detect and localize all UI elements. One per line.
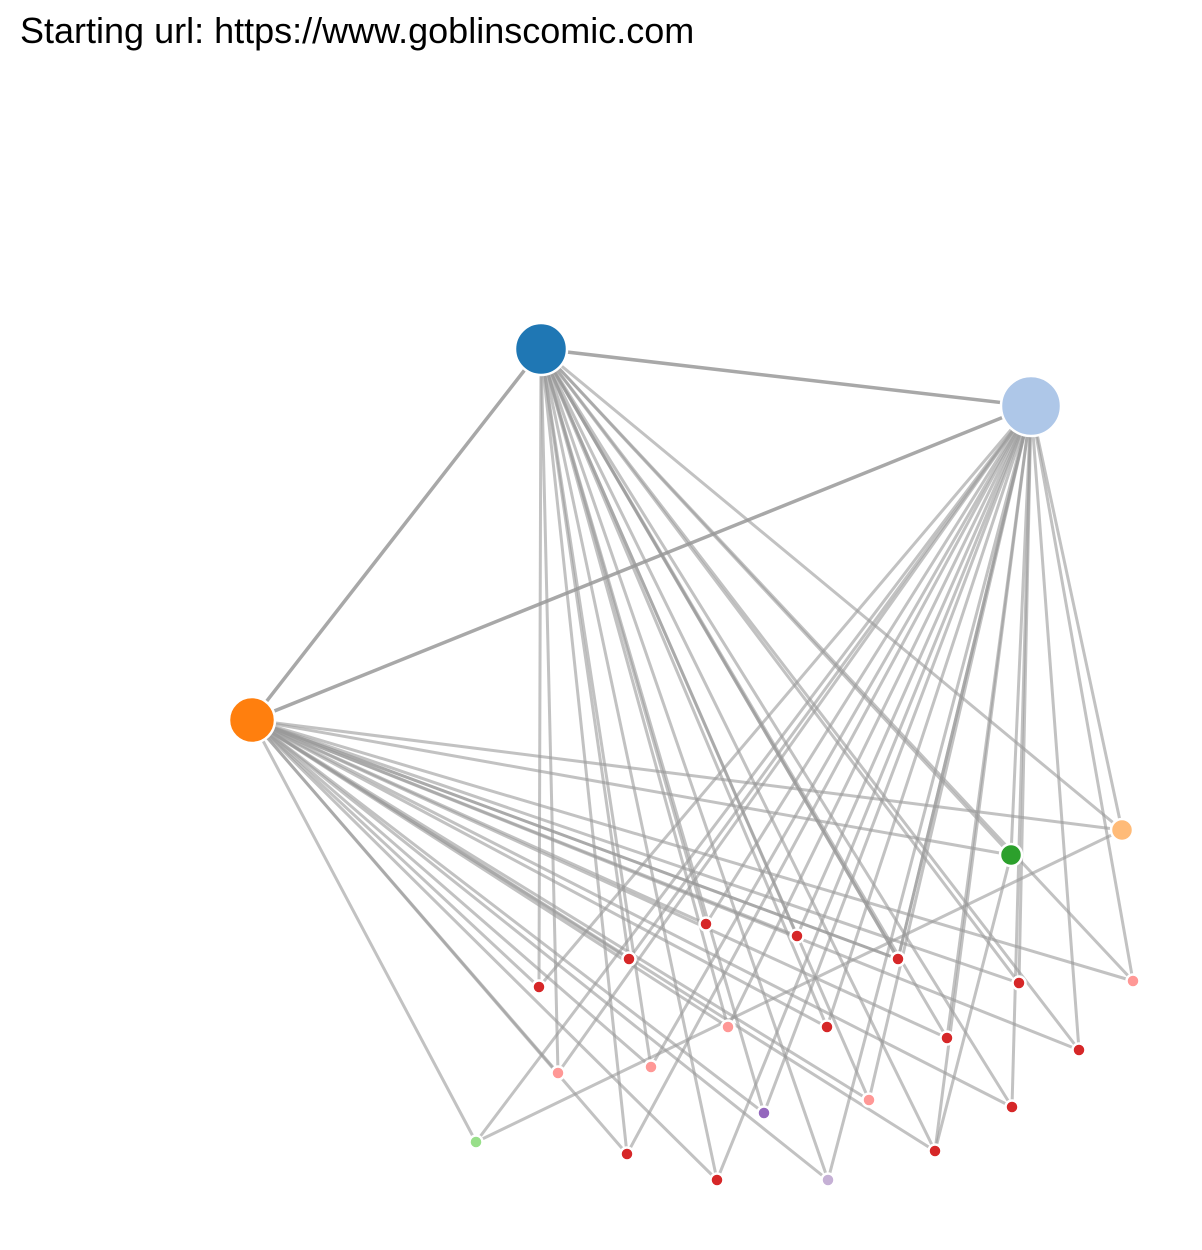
edge-n1-r1 xyxy=(704,404,1033,926)
edge-n0-v1 xyxy=(539,347,766,1115)
node-lavender-l1[interactable] xyxy=(820,1172,836,1188)
edge-n1-g1 xyxy=(474,404,1033,1144)
edge-n1-r2 xyxy=(795,404,1033,938)
edge-n1-p1 xyxy=(1029,404,1135,983)
edge-n1-r10 xyxy=(1010,404,1033,1109)
node-red-r8[interactable] xyxy=(939,1030,955,1046)
edge-n2-n3 xyxy=(250,718,1013,857)
node-light-blue-n1[interactable] xyxy=(999,374,1063,438)
edge-n2-r6 xyxy=(250,718,1021,985)
node-red-r5[interactable] xyxy=(531,979,547,995)
edge-n2-r9 xyxy=(250,718,1081,1052)
edge-n1-n4 xyxy=(1029,404,1124,832)
node-blue-n0[interactable] xyxy=(513,321,569,377)
node-red-r1[interactable] xyxy=(698,916,714,932)
node-red-r10[interactable] xyxy=(1004,1099,1020,1115)
node-red-r12[interactable] xyxy=(927,1143,943,1159)
node-red-r7[interactable] xyxy=(819,1019,835,1035)
edge-n1-r12 xyxy=(933,404,1033,1153)
edge-n2-r10 xyxy=(250,718,1014,1109)
edge-n0-r5 xyxy=(537,347,543,989)
edge-n0-p5 xyxy=(539,347,871,1102)
node-pink-p2[interactable] xyxy=(720,1019,736,1035)
edge-n0-n1 xyxy=(539,347,1033,408)
edge-n1-r13 xyxy=(715,404,1033,1182)
edge-n0-p4 xyxy=(539,347,653,1069)
edge-n2-g1 xyxy=(250,718,478,1144)
edge-n2-r13 xyxy=(250,718,719,1182)
edge-n2-p1 xyxy=(250,718,1135,983)
node-light-orange-n4[interactable] xyxy=(1109,817,1135,843)
edge-n2-p3 xyxy=(250,718,560,1075)
edge-n0-p2 xyxy=(539,347,730,1029)
node-red-r6[interactable] xyxy=(1011,975,1027,991)
node-purple-v1[interactable] xyxy=(756,1105,772,1121)
node-red-r2[interactable] xyxy=(789,928,805,944)
edge-n1-l1 xyxy=(826,404,1033,1182)
edge-n2-p5 xyxy=(250,718,871,1102)
node-red-r3[interactable] xyxy=(621,951,637,967)
edge-n1-n2 xyxy=(250,404,1033,722)
node-pink-p4[interactable] xyxy=(643,1059,659,1075)
edge-n1-p5 xyxy=(867,404,1033,1102)
edge-n3-r12 xyxy=(933,853,1013,1153)
node-orange-n2[interactable] xyxy=(227,695,277,745)
edge-n2-p4 xyxy=(250,718,653,1069)
page-title: Starting url: https://www.goblinscomic.c… xyxy=(20,10,695,51)
edge-n0-r14 xyxy=(539,347,900,961)
nodes-layer xyxy=(227,321,1141,1188)
node-light-green-g1[interactable] xyxy=(468,1134,484,1150)
edge-n1-r11 xyxy=(625,404,1033,1156)
node-red-r11[interactable] xyxy=(619,1146,635,1162)
node-pink-p3[interactable] xyxy=(550,1065,566,1081)
edge-n2-p2 xyxy=(250,718,730,1029)
edge-n0-r10 xyxy=(539,347,1014,1109)
edge-n2-r14 xyxy=(250,718,900,961)
edge-n0-l1 xyxy=(539,347,830,1182)
edge-n0-r11 xyxy=(539,347,629,1156)
node-red-r9[interactable] xyxy=(1071,1042,1087,1058)
edge-n4-g1 xyxy=(474,828,1124,1144)
node-pink-p5[interactable] xyxy=(861,1092,877,1108)
edge-n2-r8 xyxy=(250,718,949,1040)
edge-n0-n2 xyxy=(250,347,543,722)
edge-n1-r7 xyxy=(825,404,1033,1029)
edge-n2-r7 xyxy=(250,718,829,1029)
node-pink-p1[interactable] xyxy=(1125,973,1141,989)
edge-n1-v1 xyxy=(762,404,1033,1115)
node-green-n3[interactable] xyxy=(998,842,1024,868)
edge-n2-r5 xyxy=(250,718,541,989)
node-red-r13[interactable] xyxy=(709,1172,725,1188)
node-red-r14[interactable] xyxy=(890,951,906,967)
edge-n1-p2 xyxy=(726,404,1033,1029)
edge-n2-l1 xyxy=(250,718,830,1182)
edge-n1-p3 xyxy=(556,404,1033,1075)
edge-n1-r9 xyxy=(1029,404,1081,1052)
edges-layer xyxy=(250,347,1135,1182)
edge-n2-v1 xyxy=(250,718,766,1115)
